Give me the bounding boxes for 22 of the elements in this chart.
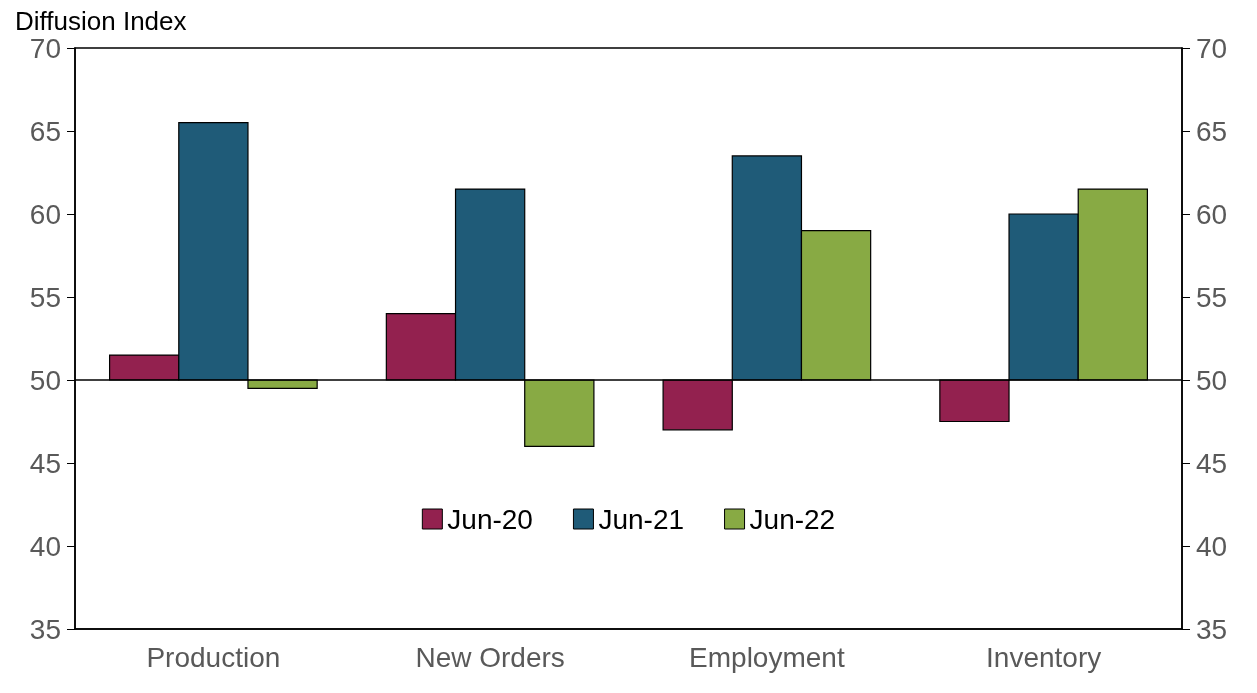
y2-tick-label: 40 <box>1196 530 1228 562</box>
y2-tick-label: 45 <box>1196 447 1228 479</box>
y2-tick-label: 55 <box>1196 281 1228 313</box>
y-tick-label: 65 <box>29 115 61 147</box>
y-tick-label: 55 <box>29 281 61 313</box>
y-tick-label: 60 <box>29 198 61 230</box>
legend-label: Jun-20 <box>447 503 533 535</box>
y-tick-label: 50 <box>29 364 61 396</box>
y2-tick-label: 70 <box>1196 32 1228 64</box>
x-tick-label: New Orders <box>415 641 565 673</box>
x-tick-label: Production <box>146 641 281 673</box>
y2-tick-label: 50 <box>1196 364 1228 396</box>
y2-tick-label: 35 <box>1196 613 1228 645</box>
y2-tick-label: 65 <box>1196 115 1228 147</box>
y-tick-label: 40 <box>29 530 61 562</box>
y-tick-label: 35 <box>29 613 61 645</box>
x-tick-label: Inventory <box>986 641 1102 673</box>
legend-label: Jun-21 <box>598 503 685 535</box>
legend-label: Jun-22 <box>749 503 836 535</box>
y-tick-label: 45 <box>29 447 61 479</box>
y2-tick-label: 60 <box>1196 198 1228 230</box>
x-tick-label: Employment <box>689 641 845 673</box>
